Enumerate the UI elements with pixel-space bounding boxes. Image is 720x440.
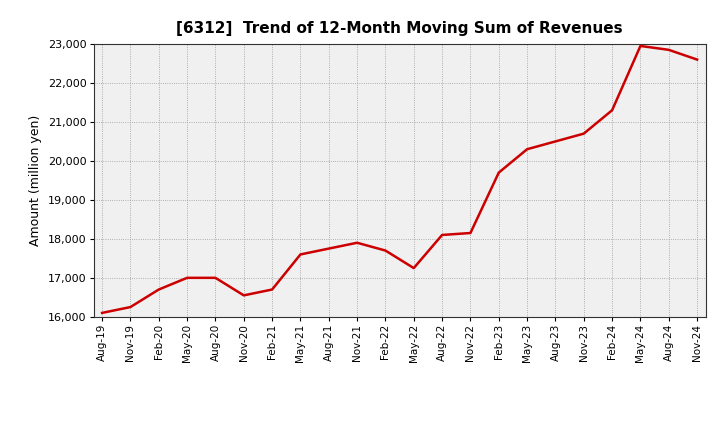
Title: [6312]  Trend of 12-Month Moving Sum of Revenues: [6312] Trend of 12-Month Moving Sum of R… bbox=[176, 21, 623, 36]
Y-axis label: Amount (million yen): Amount (million yen) bbox=[30, 115, 42, 246]
